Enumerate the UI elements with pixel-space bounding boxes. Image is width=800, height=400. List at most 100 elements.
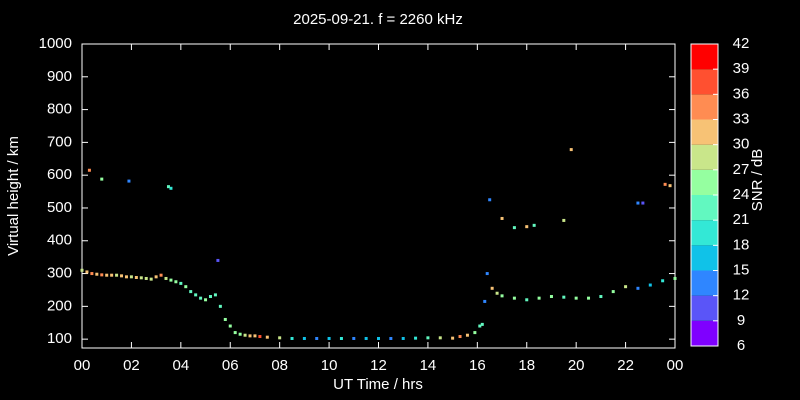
y-tick-label: 600 [47,166,72,183]
data-point [485,272,489,276]
data-point [233,331,237,335]
y-tick-label: 800 [47,101,72,118]
data-point [389,336,393,340]
x-tick-label: 22 [617,357,634,374]
data-point [134,275,138,279]
data-point [223,317,227,321]
x-tick-label: 16 [469,357,486,374]
data-point [216,258,220,262]
data-point [189,290,193,294]
data-point [120,274,124,278]
data-point [537,296,541,300]
y-tick-label: 200 [47,297,72,314]
data-point [265,335,269,339]
colorbar-segment [691,119,718,145]
data-point [352,336,356,340]
data-point [562,295,566,299]
colorbar-segment [691,144,718,170]
y-tick-label: 400 [47,232,72,249]
data-point [238,332,242,336]
data-point [339,336,343,340]
x-tick-label: 00 [74,357,91,374]
x-tick-label: 20 [568,357,585,374]
colorbar-segment [691,69,718,95]
data-point [80,268,84,272]
data-point [668,184,672,188]
data-point [495,291,499,295]
data-point [159,273,163,277]
data-point [478,324,482,328]
data-point [636,201,640,205]
data-point [483,299,487,303]
data-point [129,275,133,279]
data-point [512,226,516,230]
colorbar-tick-label: 15 [733,261,750,278]
data-point [105,273,109,277]
colorbar-tick-label: 24 [733,186,750,203]
colorbar-tick-label: 18 [733,236,750,253]
data-point [213,293,217,297]
data-point [164,276,168,280]
data-point [549,295,553,299]
data-point [512,296,516,300]
x-axis-label: UT Time / hrs [333,376,423,393]
x-tick-label: 06 [222,357,239,374]
data-point [90,272,94,276]
data-point [208,295,212,299]
x-tick-label: 12 [370,357,387,374]
data-point [377,336,380,340]
x-tick-label: 02 [123,357,140,374]
data-point [278,336,282,340]
data-point [648,283,652,287]
y-axis-label: Virtual height / km [5,136,22,256]
y-tick-label: 300 [47,265,72,282]
data-point [426,336,430,340]
x-tick-label: 00 [667,357,684,374]
colorbar-label: SNR / dB [749,149,766,212]
colorbar-segment [691,220,718,246]
data-point [574,296,578,300]
y-tick-label: 1000 [39,35,72,52]
colorbar-tick-label: 9 [737,312,745,329]
data-point [500,216,504,220]
data-point [127,179,131,183]
data-point [562,218,566,222]
data-point [438,336,442,340]
y-tick-label: 900 [47,68,72,85]
data-point [480,322,484,326]
y-tick-label: 500 [47,199,72,216]
x-tick-label: 08 [271,357,288,374]
colorbar-segment [691,169,718,195]
data-point [488,198,492,202]
data-point [532,223,536,227]
data-point [87,168,91,172]
data-point [327,336,331,340]
data-point [184,285,188,289]
colorbar-tick-label: 33 [733,110,750,127]
data-point [636,286,640,290]
data-point [451,336,455,340]
colorbar-segment [691,94,718,120]
data-point [174,280,178,284]
data-point [587,296,591,300]
data-point [139,276,143,280]
data-point [166,185,170,189]
data-point [144,276,148,280]
colorbar-tick-label: 21 [733,211,750,228]
colorbar-tick-label: 12 [733,287,750,304]
data-point [458,335,462,339]
colorbar-tick-label: 6 [737,337,745,354]
data-point [661,279,665,283]
data-point [100,177,104,181]
data-point [569,148,573,152]
data-point [110,273,114,277]
colorbar-segment [691,270,718,296]
x-tick-label: 10 [321,357,338,374]
data-point [169,278,173,282]
data-point [243,333,247,337]
data-point [673,276,677,280]
data-point [490,286,494,290]
colorbar-segment [691,195,718,221]
data-point [401,336,405,340]
